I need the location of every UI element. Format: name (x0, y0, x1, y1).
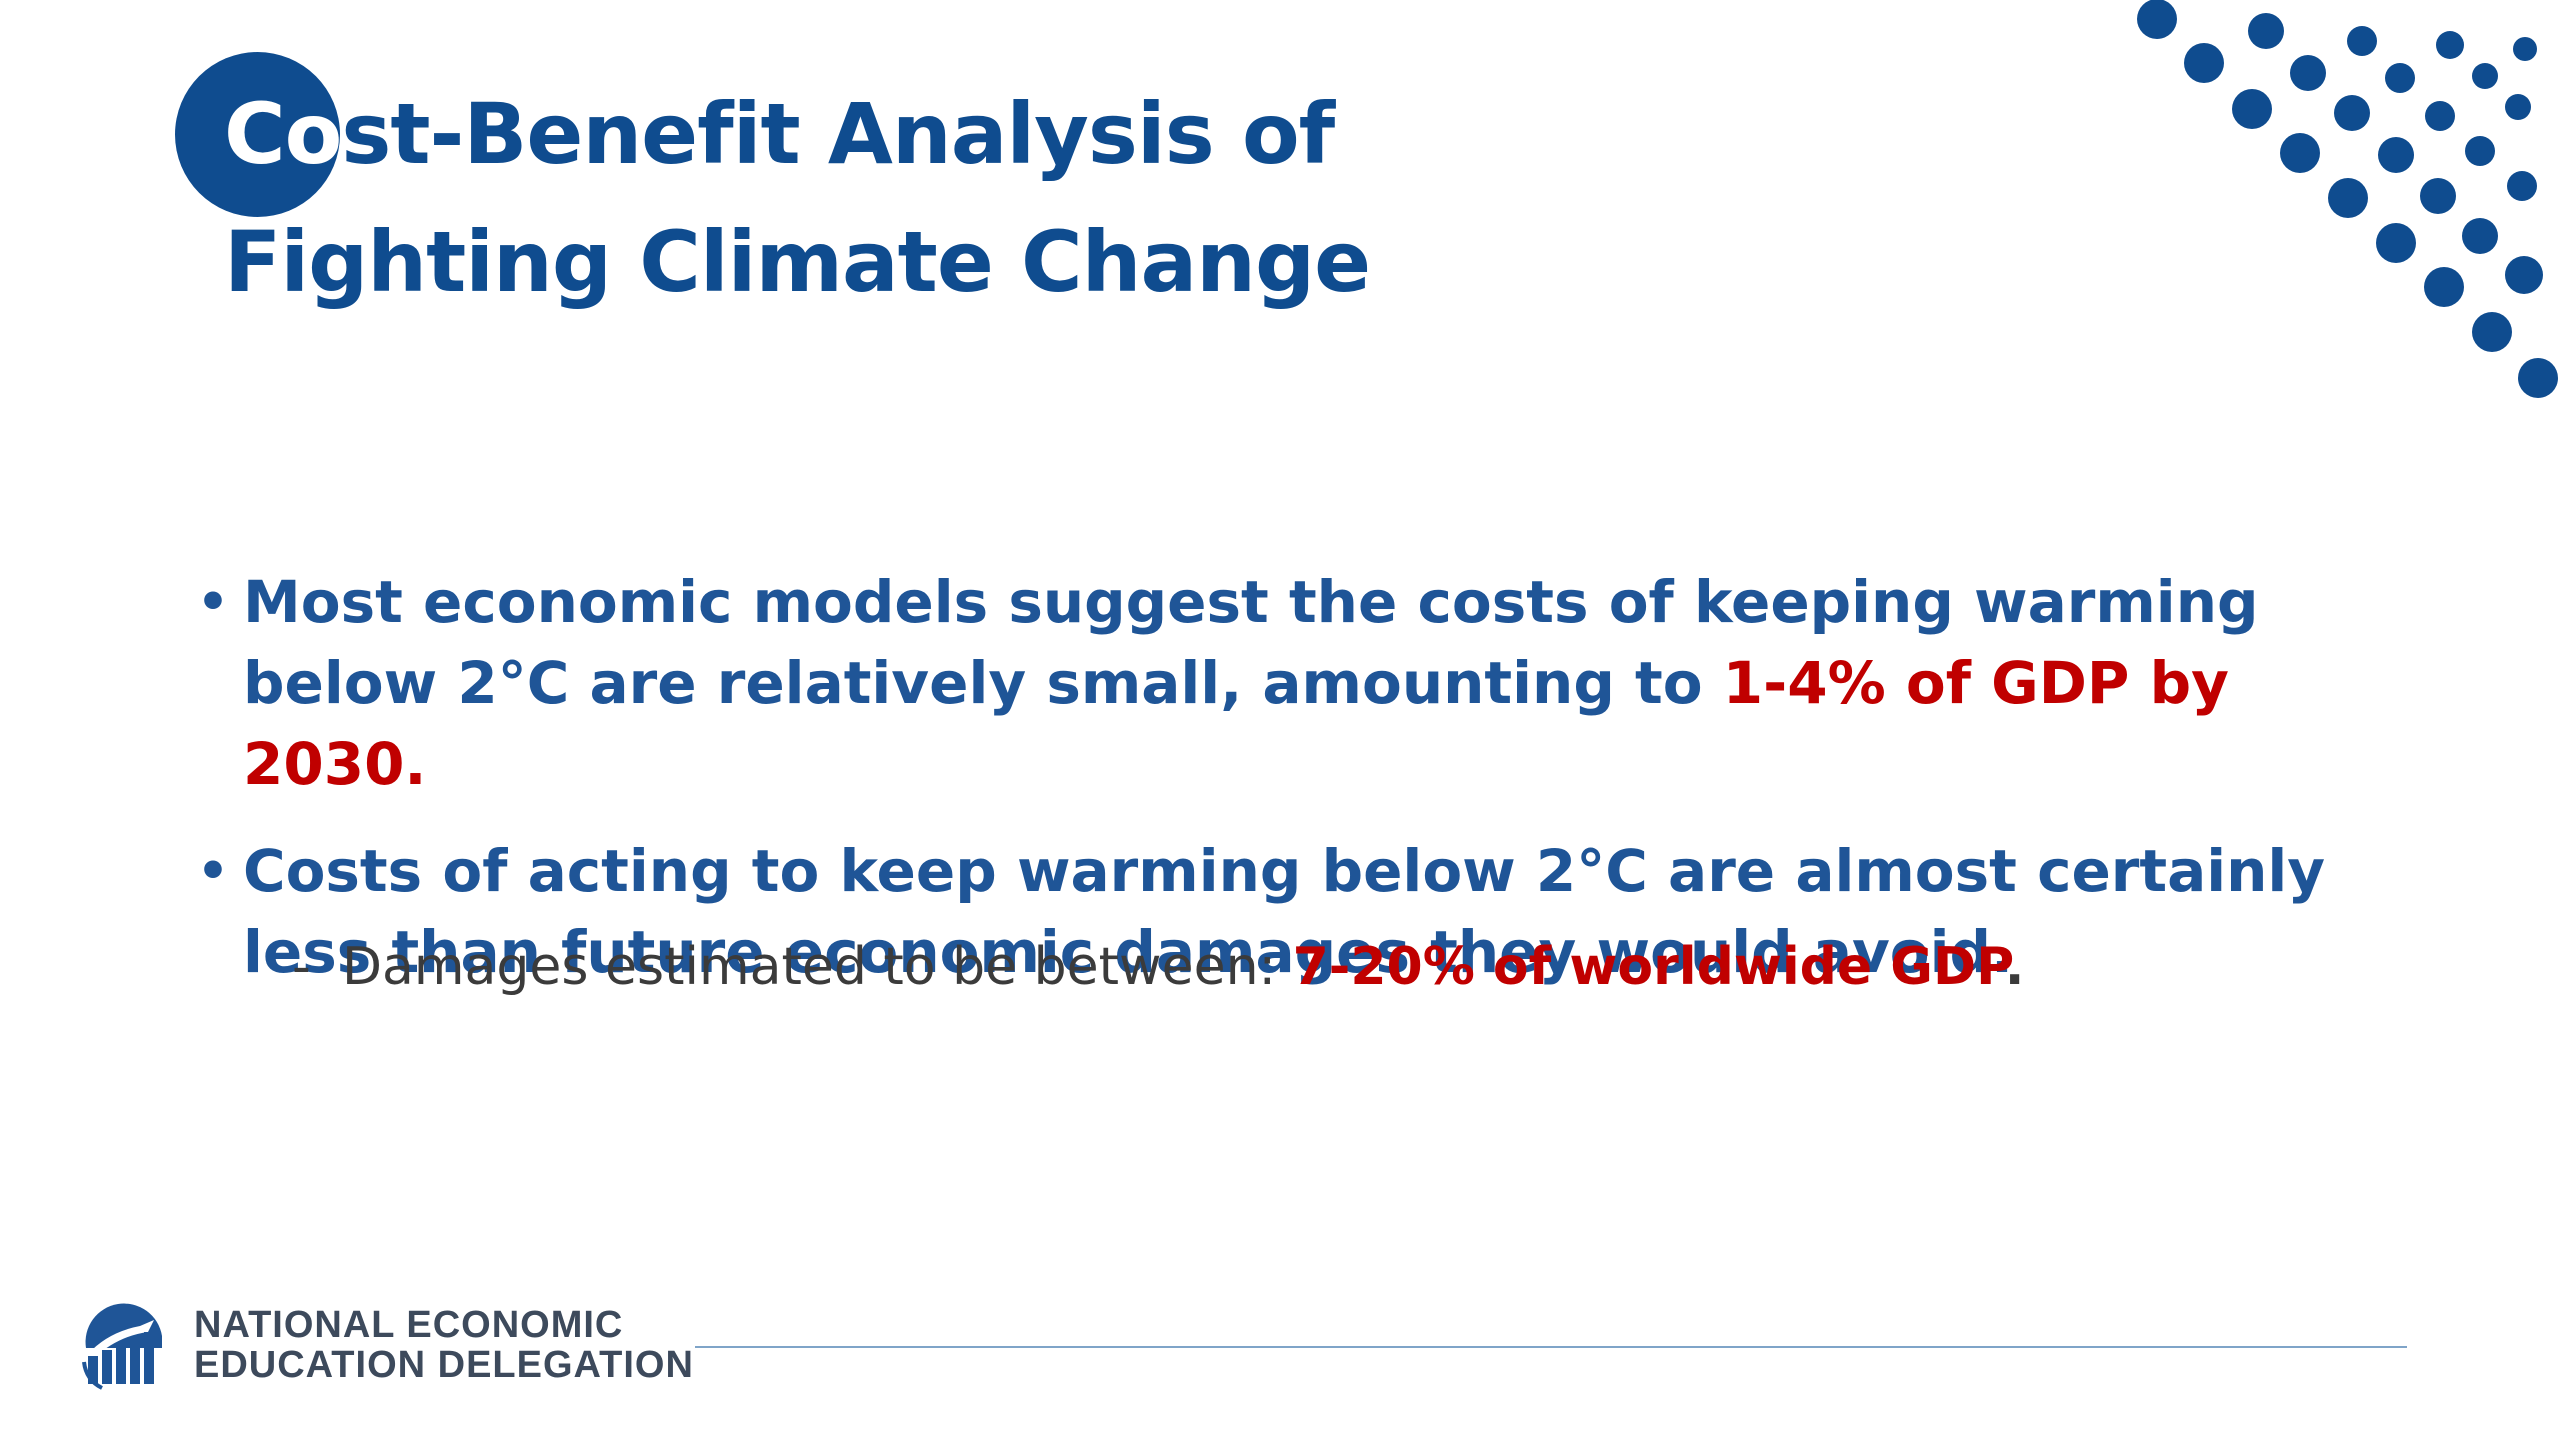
dot (2280, 133, 2320, 173)
dot (2232, 89, 2272, 129)
logo-line-1: NATIONAL ECONOMIC (194, 1304, 624, 1346)
dot (2472, 312, 2512, 352)
dot (2385, 63, 2415, 93)
title-line-1-rest: st-Benefit Analysis of (341, 85, 1335, 183)
bullet-marker: • (197, 842, 229, 900)
dot (2462, 218, 2498, 254)
title-highlight: Co (224, 85, 342, 183)
sub-bullet-text: Damages estimated to be between: (342, 937, 1293, 997)
dot (2328, 178, 2368, 218)
title-line-1: Cost-Benefit Analysis of (224, 70, 1370, 198)
sub-bullet-end: . (2004, 937, 2025, 997)
bullet-item-2: • Costs of acting to keep warming below … (193, 831, 2423, 993)
dot (2472, 63, 2498, 89)
dot (2248, 13, 2284, 49)
bullet-highlight: 1-4% of GDP by 2030. (243, 649, 2229, 798)
sub-bullet-dash: - (292, 937, 311, 997)
footer-divider (695, 1346, 2407, 1348)
dot (2465, 136, 2495, 166)
bullet-list: • Most economic models suggest the costs… (193, 562, 2423, 1019)
page-title: Cost-Benefit Analysis of Fighting Climat… (224, 70, 1371, 326)
bullet-item-1: • Most economic models suggest the costs… (193, 562, 2423, 805)
dot (2347, 26, 2377, 56)
bullet-text: Costs of acting to keep warming below 2°… (243, 837, 2326, 986)
dot (2378, 137, 2414, 173)
sub-bullet-item: - Damages estimated to be between: 7-20% … (292, 935, 2024, 999)
dot (2420, 178, 2456, 214)
dot (2436, 31, 2464, 59)
organization-logo-text: NATIONAL ECONOMIC EDUCATION DELEGATION (194, 1305, 694, 1385)
bullet-text: Most economic models suggest the costs o… (243, 568, 2259, 717)
dot (2425, 101, 2455, 131)
dot (2507, 171, 2537, 201)
dot (2505, 94, 2531, 120)
decorative-dot-pattern (2137, 0, 2558, 398)
dot (2137, 0, 2177, 39)
dot (2376, 223, 2416, 263)
logo-line-2: EDUCATION DELEGATION (194, 1344, 694, 1386)
bar-chart-globe-icon (82, 1303, 162, 1390)
dot (2513, 37, 2537, 61)
dot (2424, 267, 2464, 307)
dot (2290, 55, 2326, 91)
sub-bullet-highlight: 7-20% of worldwide GDP (1292, 937, 2005, 997)
bullet-marker: • (197, 573, 229, 631)
title-line-2: Fighting Climate Change (224, 213, 1371, 311)
dot (2334, 95, 2370, 131)
title-accent-circle (175, 52, 340, 217)
dot (2184, 43, 2224, 83)
dot (2505, 256, 2543, 294)
dot (2518, 358, 2558, 398)
